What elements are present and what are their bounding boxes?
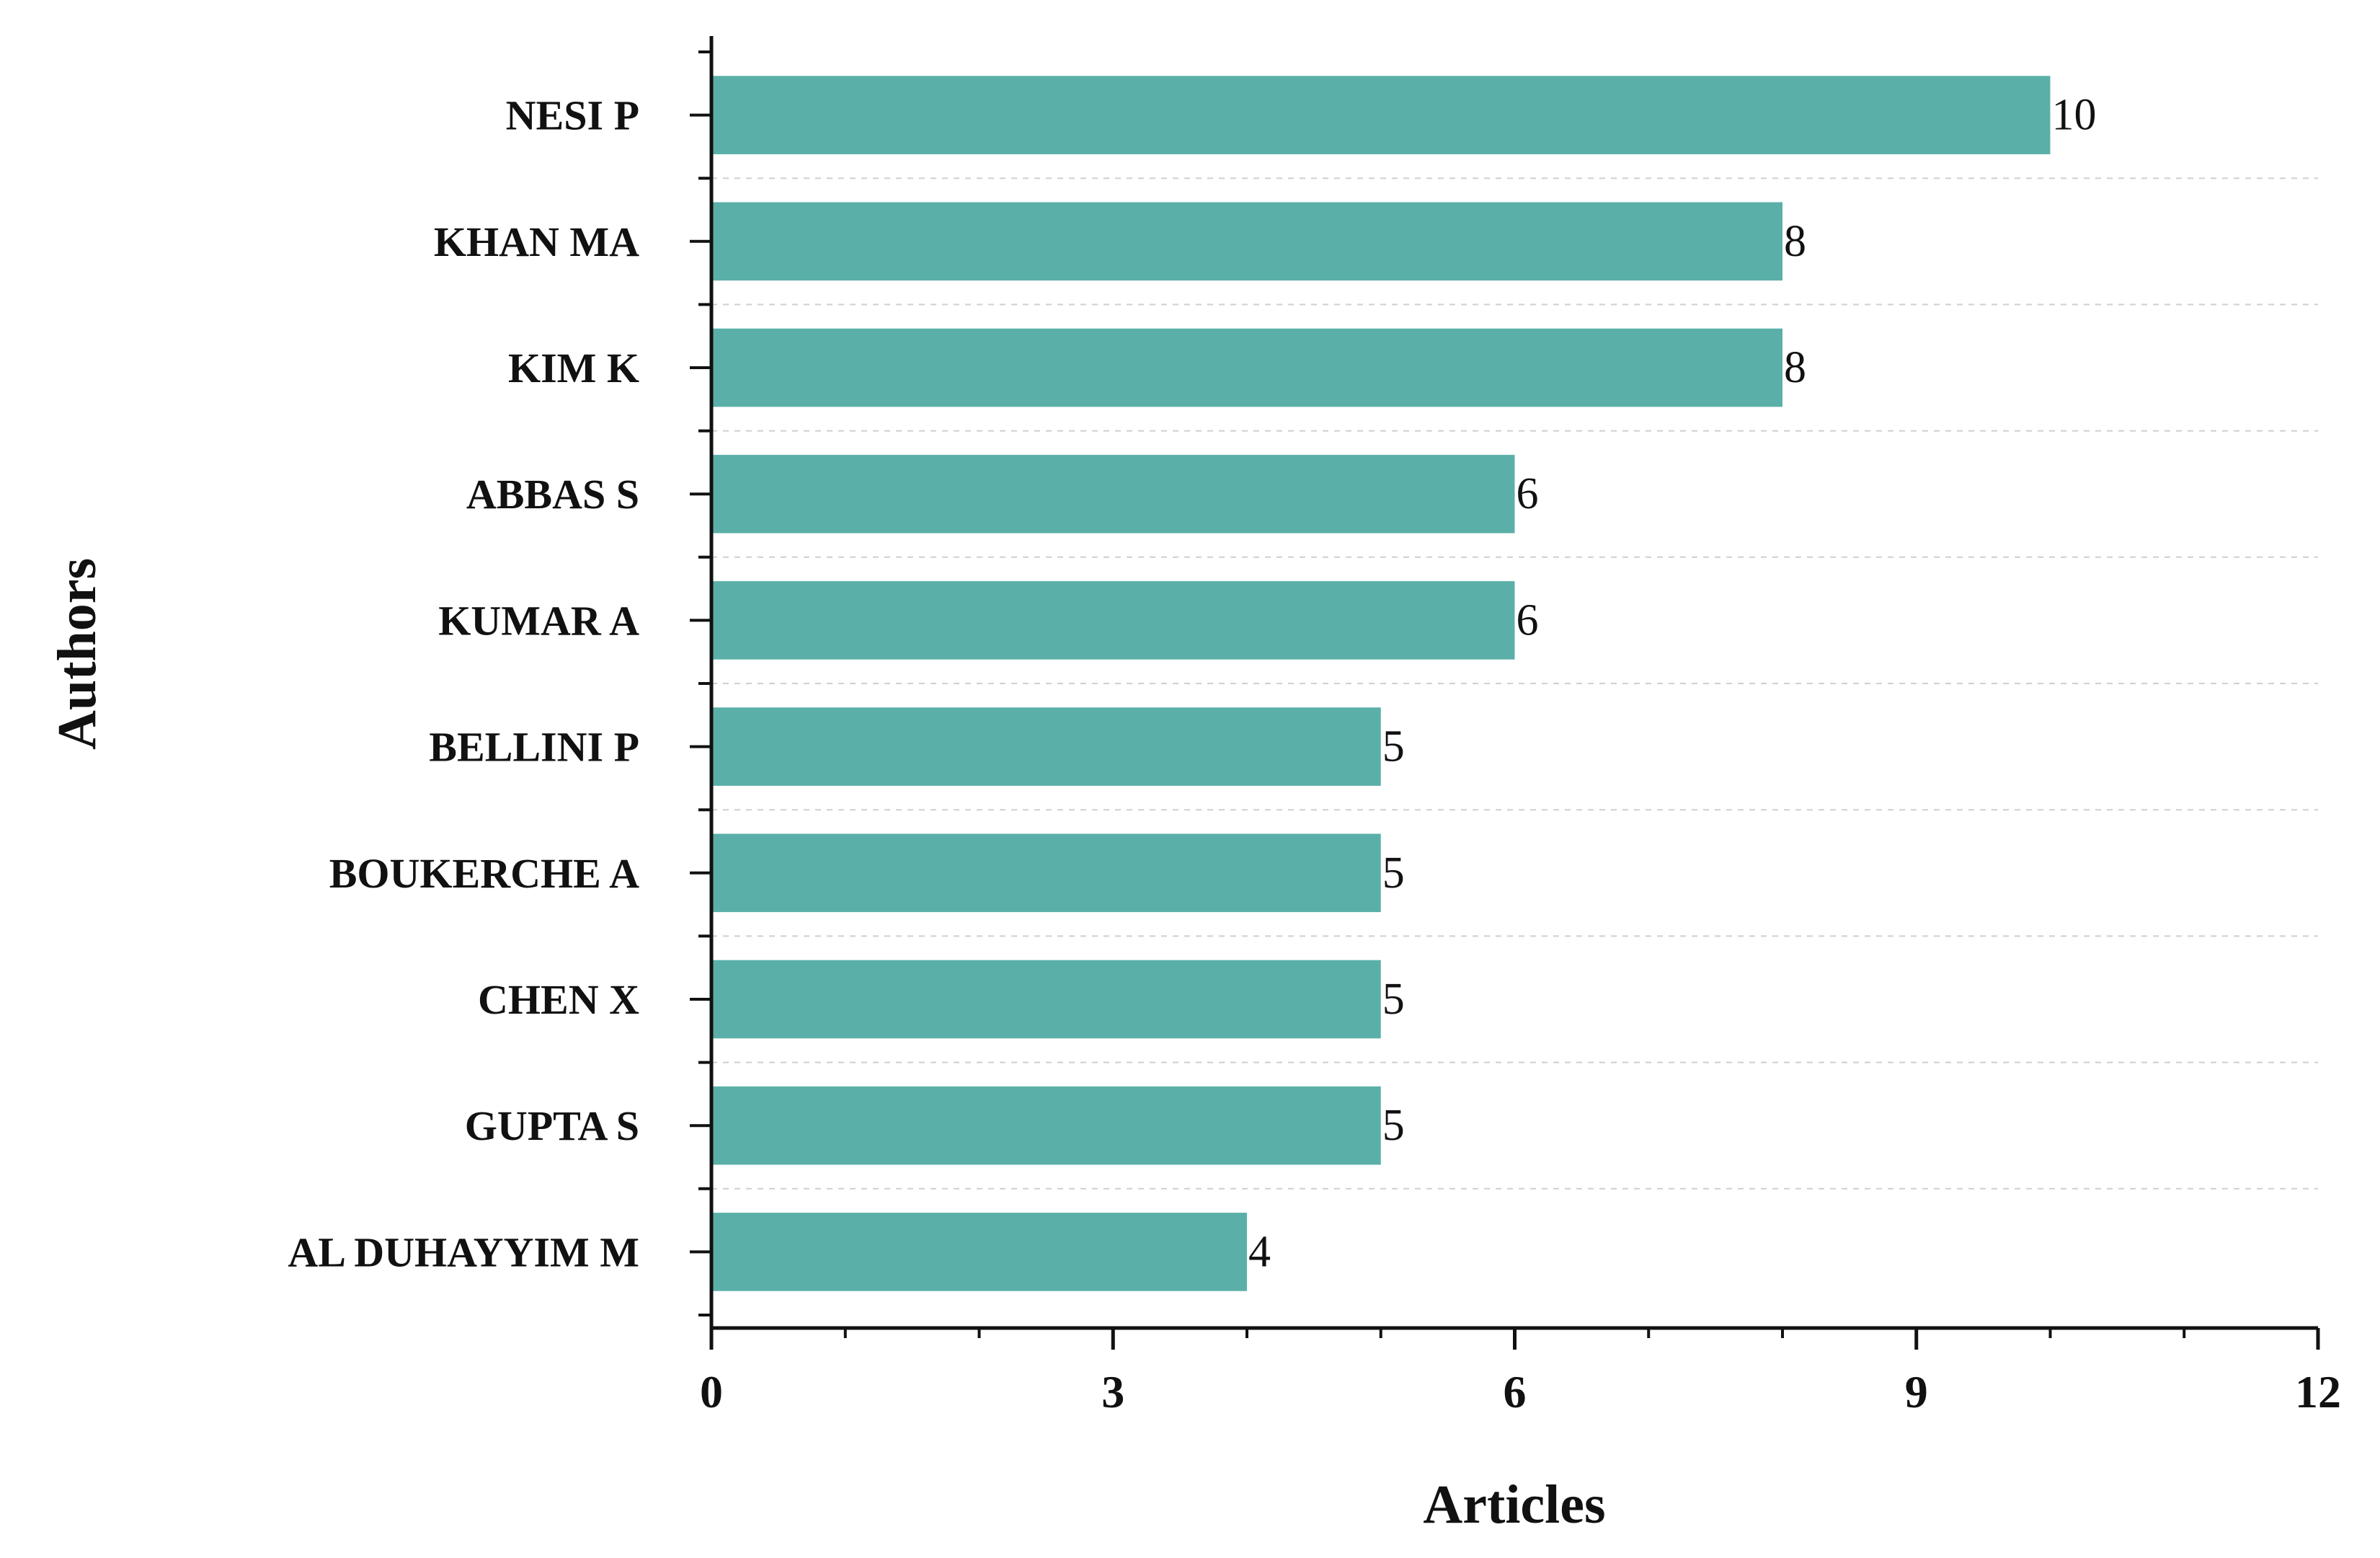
bars — [713, 76, 2051, 1291]
x-tick-label: 9 — [1905, 1366, 1928, 1417]
x-axis-title: Articles — [1423, 1474, 1605, 1535]
bar — [713, 202, 1782, 281]
data-label: 8 — [1784, 343, 1806, 392]
category-label: AL DUHAYYIM M — [288, 1229, 639, 1275]
category-label: BELLINI P — [429, 724, 639, 771]
category-label: BOUKERCHE A — [329, 850, 639, 897]
category-label: NESI P — [506, 92, 639, 139]
x-tick-label: 3 — [1101, 1366, 1124, 1417]
category-label: KIM K — [508, 345, 639, 391]
x-tick-label: 0 — [700, 1366, 723, 1417]
bar — [713, 581, 1515, 660]
category-label: CHEN X — [478, 976, 639, 1023]
category-label: GUPTA S — [465, 1102, 639, 1149]
data-label: 5 — [1382, 722, 1405, 771]
data-label: 6 — [1517, 596, 1539, 645]
data-label: 4 — [1248, 1227, 1271, 1276]
bar — [713, 960, 1381, 1039]
bar — [713, 833, 1381, 913]
data-label: 6 — [1517, 469, 1539, 518]
bar — [713, 1086, 1381, 1165]
bar — [713, 454, 1515, 534]
y-axis-title: Authors — [47, 558, 107, 750]
category-label: KHAN MA — [434, 218, 639, 265]
bar — [713, 328, 1782, 407]
labels: NESI P 10 KHAN MA 8 KIM K 8 ABBAS S 6 KUMAR A 6 BE… — [288, 91, 2341, 1417]
data-label: 8 — [1784, 217, 1806, 266]
x-tick-label: 12 — [2295, 1366, 2341, 1417]
data-label: 5 — [1382, 975, 1405, 1024]
ticks — [690, 50, 2320, 1350]
grid-lines — [711, 177, 2318, 1190]
data-label: 5 — [1382, 849, 1405, 898]
x-tick-label: 6 — [1504, 1366, 1527, 1417]
data-label: 5 — [1382, 1101, 1405, 1150]
bar — [713, 76, 2051, 154]
data-label: 10 — [2052, 91, 2097, 140]
bar — [713, 707, 1381, 786]
category-label: KUMAR A — [438, 597, 639, 644]
category-label: ABBAS S — [466, 471, 639, 518]
bar — [713, 1213, 1247, 1291]
